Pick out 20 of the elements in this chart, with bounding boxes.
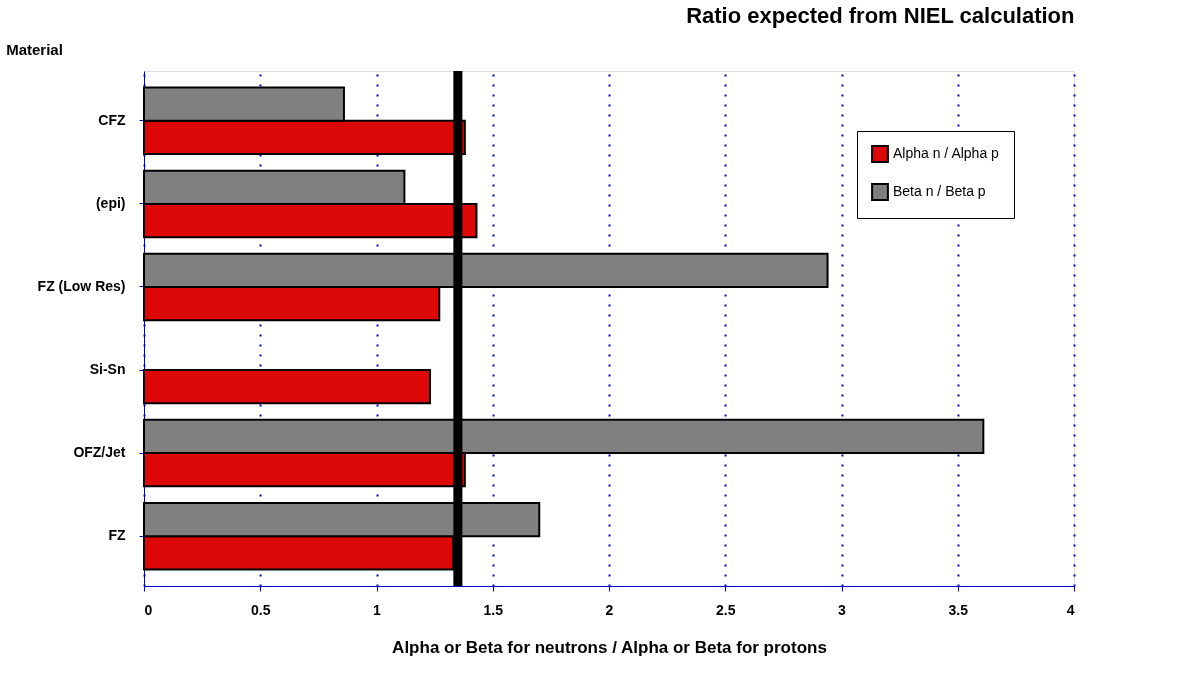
- y-tick-label: FZ: [108, 527, 126, 544]
- x-tick-label: 1: [373, 601, 382, 618]
- x-tick-label: 3.5: [948, 601, 969, 618]
- legend-label: Beta n / Beta p: [893, 183, 986, 199]
- y-tick-label: CFZ: [98, 111, 126, 128]
- chart-title: Ratio expected from NIEL calculation: [686, 3, 1075, 28]
- y-tick-label: OFZ/Jet: [73, 444, 126, 461]
- x-tick-label: 0: [144, 601, 153, 618]
- x-axis-title: Alpha or Beta for neutrons / Alpha or Beta for protons: [392, 637, 827, 657]
- y-tick-label: Si-Sn: [89, 361, 126, 378]
- y-tick-label: (epi): [95, 194, 126, 211]
- x-tick-label: 3: [838, 601, 847, 618]
- x-tick-label: 1.5: [483, 601, 504, 618]
- x-tick-label: 4: [1066, 601, 1075, 618]
- legend-label: Alpha n / Alpha p: [893, 145, 1000, 161]
- x-tick-label: 2.5: [716, 601, 736, 618]
- y-axis-title: Material: [6, 40, 63, 58]
- y-tick-label: FZ (Low Res): [37, 277, 126, 294]
- x-tick-label: 0.5: [251, 601, 271, 618]
- x-tick-label: 2: [605, 601, 614, 618]
